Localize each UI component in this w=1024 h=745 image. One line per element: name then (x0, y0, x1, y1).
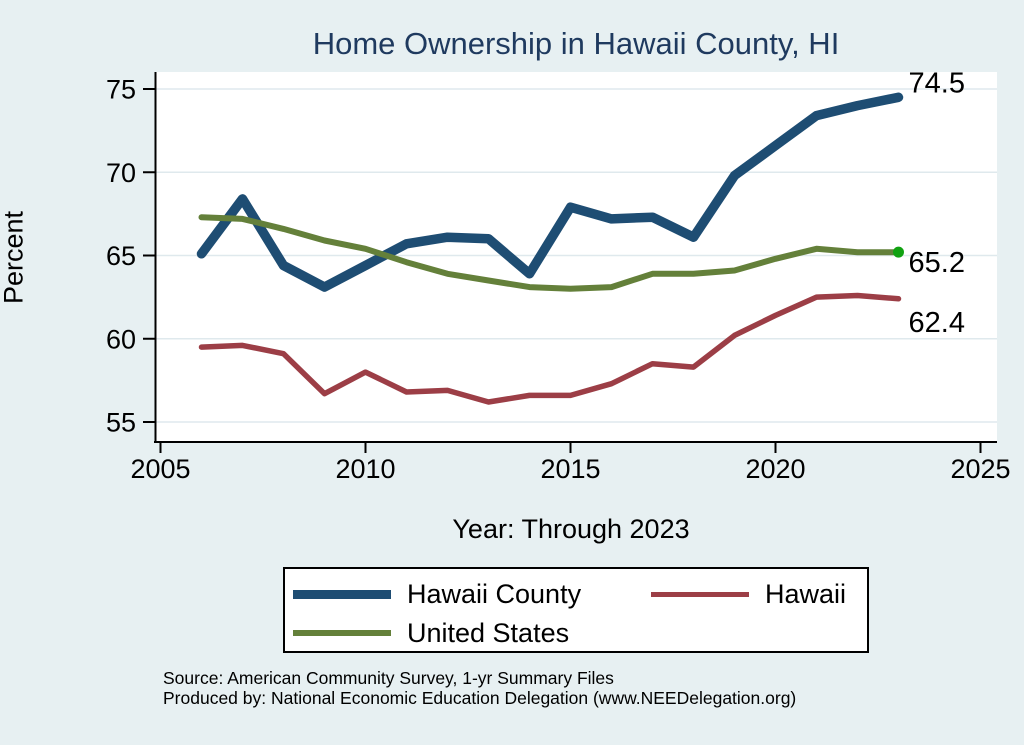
series-line-united-states (198, 214, 902, 292)
y-tick-label-65: 65 (106, 241, 136, 271)
x-tick-label-2020: 2020 (745, 454, 805, 484)
y-tick-label-70: 70 (106, 158, 136, 188)
x-tick-label-2010: 2010 (335, 454, 395, 484)
series-line-hawaii (198, 292, 902, 405)
legend-swatch-hawaii (651, 591, 749, 597)
legend-item-hawaii-county: Hawaii County (293, 579, 581, 609)
x-tick-label-2025: 2025 (950, 454, 1010, 484)
legend-label-hawaii: Hawaii (765, 578, 847, 609)
legend-swatch-hawaii-county (293, 589, 391, 599)
end-value-label-hawaii-county: 74.5 (909, 67, 965, 99)
y-tick-label-55: 55 (106, 408, 136, 438)
footer-produced-by: Produced by: National Economic Education… (163, 688, 797, 708)
legend-label-hawaii-county: Hawaii County (407, 578, 582, 609)
end-value-label-united-states: 65.2 (909, 247, 965, 279)
x-tick-label-2015: 2015 (540, 454, 600, 484)
footer-notes: Source: American Community Survey, 1-yr … (163, 668, 796, 708)
series-line-hawaii-county (196, 92, 904, 292)
legend-label-united-states: United States (407, 617, 570, 648)
legend-item-united-states: United States (293, 618, 569, 648)
end-value-label-hawaii: 62.4 (909, 307, 965, 339)
plot-background (155, 72, 997, 441)
legend-item-hawaii: Hawaii (651, 579, 846, 609)
chart-title: Home Ownership in Hawaii County, HI (312, 26, 840, 61)
legend: Hawaii County Hawaii United States (283, 567, 869, 653)
x-tick-label-2005: 2005 (130, 454, 190, 484)
x-axis-title: Year: Through 2023 (452, 514, 690, 544)
footer-source: Source: American Community Survey, 1-yr … (163, 668, 614, 688)
legend-swatch-united-states (293, 630, 391, 636)
y-tick-label-75: 75 (106, 75, 136, 105)
y-tick-label-60: 60 (106, 324, 136, 354)
y-axis-title: Percent (0, 210, 29, 305)
end-dot-united-states (893, 246, 904, 258)
